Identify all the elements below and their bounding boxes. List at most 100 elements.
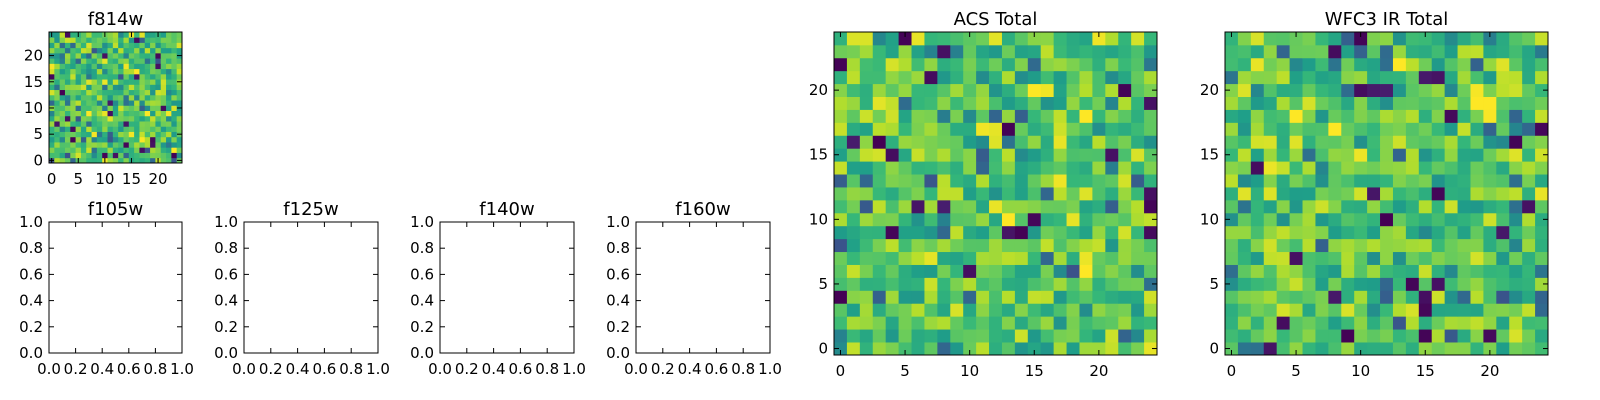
heatmap-cell	[872, 161, 887, 175]
heatmap-cell	[911, 83, 925, 97]
x-tick-label: 0.0	[232, 360, 256, 378]
heatmap-cell	[1092, 264, 1106, 278]
heatmap-cell	[80, 58, 87, 64]
heatmap-cell	[1483, 329, 1497, 343]
heatmap-cell	[872, 32, 887, 46]
heatmap-cell	[963, 32, 977, 46]
heatmap-cell	[128, 89, 135, 96]
x-tick-label: 0.4	[286, 360, 310, 378]
heatmap-cell	[1066, 199, 1080, 214]
heatmap-cell	[1053, 83, 1067, 97]
x-tick-label: 0.8	[339, 360, 363, 378]
heatmap-cell	[1131, 277, 1145, 291]
heatmap-cell	[1367, 148, 1381, 162]
heatmap-cell	[1263, 225, 1278, 240]
heatmap-cell	[160, 68, 167, 75]
heatmap-cell	[86, 115, 92, 122]
heatmap-cell	[1105, 212, 1119, 227]
heatmap-cell	[1289, 44, 1303, 59]
heatmap-cell	[846, 199, 861, 214]
heatmap-cell	[1341, 70, 1355, 85]
heatmap-cell	[1131, 109, 1145, 123]
heatmap-cell	[70, 68, 76, 75]
heatmap-cell	[1354, 225, 1368, 240]
heatmap-cell	[144, 147, 151, 153]
heatmap-cell	[1341, 225, 1355, 240]
heatmap-cell	[1040, 277, 1055, 291]
heatmap-cell	[1535, 264, 1549, 278]
heatmap-cell	[139, 52, 146, 59]
heatmap-cell	[1315, 44, 1329, 59]
heatmap-cell	[144, 115, 151, 122]
heatmap-cell	[885, 32, 899, 46]
heatmap-cell	[1392, 135, 1407, 149]
heatmap-cell	[1079, 199, 1093, 214]
heatmap-cell	[144, 89, 151, 96]
heatmap-cell	[54, 37, 61, 43]
heatmap-cell	[1079, 96, 1093, 110]
heatmap-cell	[1144, 109, 1158, 123]
heatmap-cell	[139, 58, 146, 64]
heatmap-cell	[80, 126, 87, 132]
y-tick-label: 0.6	[19, 265, 43, 283]
heatmap-cell	[86, 94, 92, 101]
heatmap-cell	[1341, 251, 1355, 265]
heatmap-cell	[1131, 303, 1145, 317]
heatmap-cell	[1225, 264, 1239, 278]
y-tick-label: 0.8	[19, 239, 43, 257]
heatmap-cell	[1144, 70, 1158, 85]
heatmap-cell	[872, 329, 887, 343]
heatmap-cell	[176, 121, 183, 127]
heatmap-cell	[1027, 57, 1042, 72]
heatmap-cell	[91, 68, 98, 75]
heatmap-cell	[1444, 148, 1458, 162]
heatmap-cell	[1367, 109, 1381, 123]
heatmap-cell	[54, 152, 61, 159]
heatmap-cell	[1522, 251, 1536, 265]
heatmap-cell	[1509, 70, 1523, 85]
heatmap-cell	[1263, 199, 1278, 214]
heatmap-cell	[872, 109, 887, 123]
heatmap-cell	[1250, 96, 1265, 110]
heatmap-cell	[1105, 44, 1119, 59]
heatmap-cell	[1522, 174, 1536, 188]
heatmap-cell	[107, 63, 114, 70]
heatmap-cell	[155, 152, 162, 159]
heatmap-cell	[976, 316, 990, 330]
heatmap-cell	[1289, 135, 1303, 149]
y-tick-label: 20	[1200, 81, 1219, 99]
heatmap-cell	[1066, 290, 1080, 304]
heatmap-cell	[176, 147, 183, 153]
heatmap-cell	[1315, 70, 1329, 85]
heatmap-cell	[80, 142, 87, 148]
heatmap-cell	[128, 115, 135, 122]
heatmap-cell	[1457, 122, 1471, 136]
heatmap-cell	[872, 290, 887, 304]
heatmap-cell	[911, 238, 925, 253]
heatmap-cell	[1066, 109, 1080, 123]
heatmap-cell	[70, 131, 76, 138]
heatmap-cell	[123, 73, 130, 80]
heatmap-cell	[1405, 212, 1420, 227]
heatmap-cell	[155, 42, 162, 49]
heatmap-cell	[1328, 264, 1342, 278]
heatmap-cell	[54, 100, 61, 106]
heatmap-cell	[1014, 109, 1029, 123]
heatmap-cells	[49, 32, 183, 164]
heatmap-cell	[112, 110, 119, 117]
heatmap-cell	[1341, 44, 1355, 59]
heatmap-cell	[872, 342, 887, 356]
heatmap-cell	[885, 148, 899, 162]
heatmap-cell	[1131, 264, 1145, 278]
heatmap-cell	[144, 136, 151, 143]
heatmap-cell	[1535, 161, 1549, 175]
heatmap-cell	[150, 110, 156, 117]
heatmap-cell	[64, 32, 71, 38]
heatmap-cell	[1001, 238, 1016, 253]
heatmap-cell	[118, 89, 124, 96]
heatmap-cell	[1418, 44, 1433, 59]
heatmap-cell	[139, 121, 146, 127]
heatmap-cell	[54, 32, 61, 38]
heatmap-cell	[834, 238, 848, 253]
